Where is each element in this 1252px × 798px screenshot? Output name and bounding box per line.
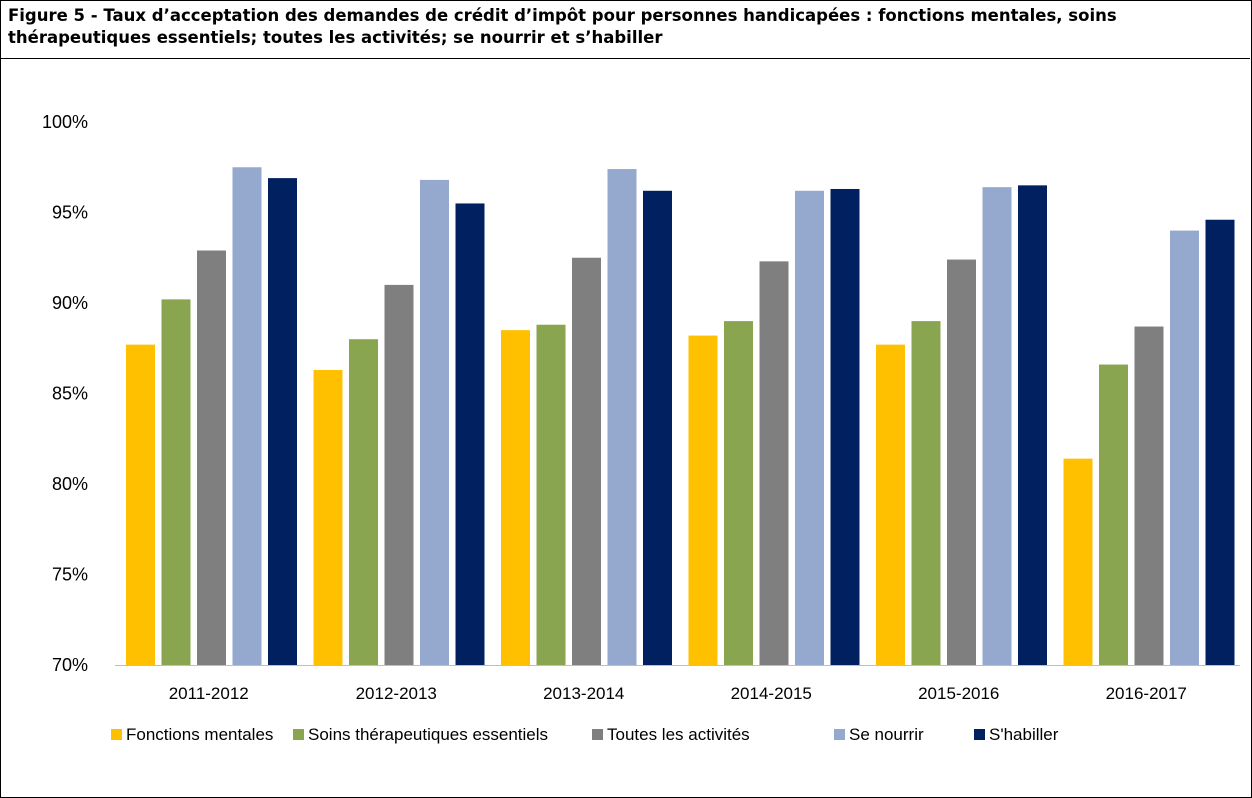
bar: [536, 324, 566, 665]
bar: [795, 190, 824, 665]
bar: [1170, 230, 1199, 665]
x-tick-label: 2014-2015: [731, 684, 812, 703]
bar: [947, 259, 976, 665]
bar: [1099, 364, 1128, 665]
legend-label: Fonctions mentales: [126, 725, 273, 744]
legend-label: Soins thérapeutiques essentiels: [308, 725, 548, 744]
bar: [313, 369, 343, 665]
bar: [1134, 326, 1164, 665]
bar: [607, 169, 637, 665]
x-tick-label: 2013-2014: [543, 684, 624, 703]
bar: [349, 339, 378, 665]
y-tick-label: 85%: [52, 384, 88, 404]
bar: [830, 188, 860, 665]
bar: [232, 167, 262, 665]
bar: [197, 250, 226, 665]
figure-title-bar: Figure 5 - Taux d’acceptation des demand…: [0, 0, 1250, 59]
bar: [1205, 219, 1235, 666]
x-tick-label: 2012-2013: [356, 684, 437, 703]
bar: [455, 203, 485, 665]
legend-swatch: [974, 729, 985, 740]
bar: [501, 330, 530, 665]
bar: [724, 321, 753, 665]
x-tick-label: 2016-2017: [1106, 684, 1187, 703]
y-tick-label: 70%: [52, 655, 88, 675]
bar: [161, 299, 191, 665]
y-tick-label: 90%: [52, 293, 88, 313]
legend-swatch: [834, 729, 845, 740]
legend-swatch: [592, 729, 603, 740]
figure-title: Figure 5 - Taux d’acceptation des demand…: [8, 6, 1117, 47]
y-tick-label: 95%: [52, 203, 88, 223]
bar: [268, 178, 297, 666]
x-tick-label: 2011-2012: [169, 684, 249, 703]
bar: [688, 335, 718, 665]
legend-swatch: [111, 729, 122, 740]
bar: [911, 321, 941, 665]
bar: [759, 261, 789, 665]
bar: [572, 257, 601, 665]
x-tick-label: 2015-2016: [918, 684, 999, 703]
y-tick-label: 100%: [42, 112, 88, 132]
bar: [420, 179, 449, 666]
bar: [982, 187, 1012, 665]
legend-label: Toutes les activités: [607, 725, 750, 744]
y-tick-label: 80%: [52, 474, 88, 494]
y-tick-label: 75%: [52, 565, 88, 585]
bar: [384, 284, 414, 665]
legend-label: Se nourrir: [849, 725, 924, 744]
bar: [643, 190, 672, 665]
legend-swatch: [293, 729, 304, 740]
bar: [876, 344, 905, 665]
bar: [1018, 185, 1047, 665]
legend-label: S'habiller: [989, 725, 1059, 744]
bar: [1063, 458, 1093, 665]
bar: [126, 344, 155, 665]
